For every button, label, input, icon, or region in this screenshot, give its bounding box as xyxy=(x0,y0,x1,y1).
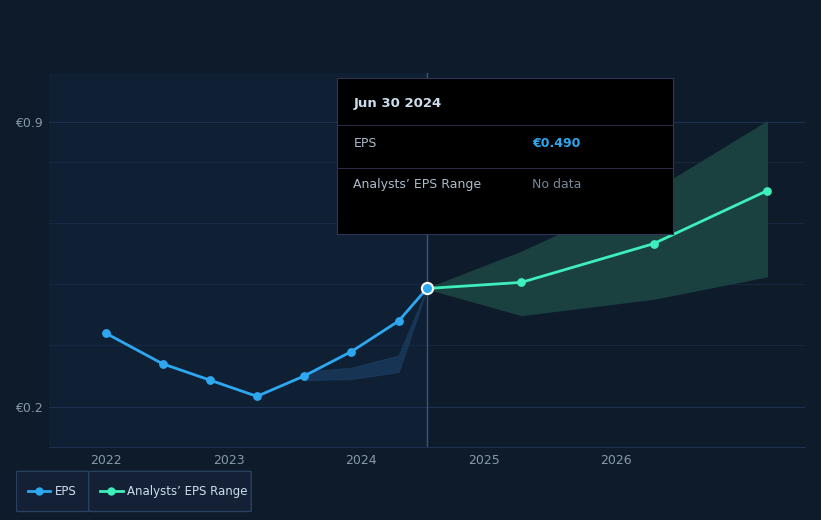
Point xyxy=(99,329,112,337)
Point xyxy=(647,240,660,248)
Point xyxy=(392,317,406,325)
Text: Jun 30 2024: Jun 30 2024 xyxy=(354,97,442,110)
Text: Analysts Forecasts: Analysts Forecasts xyxy=(437,86,553,99)
Point xyxy=(420,284,433,293)
Text: EPS: EPS xyxy=(354,137,377,150)
Text: Analysts’ EPS Range: Analysts’ EPS Range xyxy=(354,178,482,191)
Bar xyxy=(49,73,427,447)
Text: EPS: EPS xyxy=(55,485,76,498)
FancyBboxPatch shape xyxy=(89,471,251,512)
Bar xyxy=(427,73,805,447)
Point xyxy=(420,284,433,293)
Point xyxy=(420,284,433,293)
Point xyxy=(760,187,773,195)
Point xyxy=(345,347,358,356)
Point xyxy=(298,372,311,380)
Text: €0.490: €0.490 xyxy=(532,137,580,150)
Point xyxy=(156,360,169,368)
Text: No data: No data xyxy=(532,178,581,191)
Point xyxy=(250,392,264,400)
Point xyxy=(33,487,46,496)
Text: Actual: Actual xyxy=(378,86,418,99)
Text: Analysts’ EPS Range: Analysts’ EPS Range xyxy=(127,485,248,498)
FancyBboxPatch shape xyxy=(16,471,89,512)
Point xyxy=(105,487,118,496)
Point xyxy=(515,278,528,287)
Point xyxy=(204,376,217,384)
